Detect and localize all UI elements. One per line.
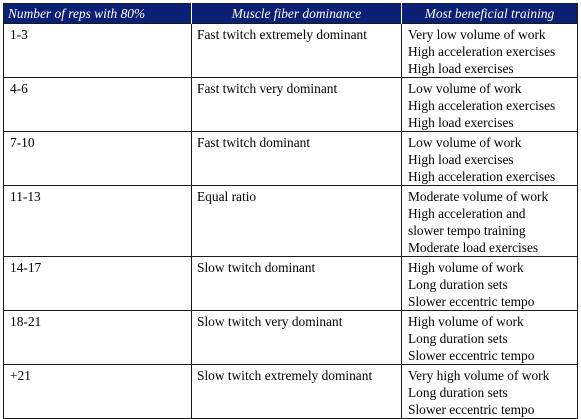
training-line: High acceleration and [408, 206, 526, 221]
training-line: High acceleration exercises [408, 98, 556, 113]
training-line: High acceleration exercises [408, 44, 556, 59]
reps-cell: 1-3 [3, 23, 192, 78]
header-reps: Number of reps with 80% [3, 3, 192, 24]
training-line: High load exercises [408, 115, 514, 130]
table-row: +21 Slow twitch extremely dominant Very … [3, 364, 578, 419]
training-line: slower tempo training [408, 223, 526, 238]
training-line: Very low volume of work [408, 27, 546, 42]
table-row: 11-13 Equal ratio Moderate volume of wor… [3, 185, 578, 257]
table-row: 4-6 Fast twitch very dominant Low volume… [3, 77, 578, 132]
training-line: High load exercises [408, 152, 514, 167]
training-line: Slower eccentric tempo [408, 348, 535, 363]
reps-cell: 14-17 [3, 256, 192, 311]
training-line: Slower eccentric tempo [408, 402, 535, 417]
training-line: High volume of work [408, 260, 524, 275]
dominance-cell: Slow twitch very dominant [191, 310, 402, 365]
training-cell: High volume of work Long duration sets S… [401, 256, 578, 311]
table-row: 7-10 Fast twitch dominant Low volume of … [3, 131, 578, 186]
dominance-cell: Fast twitch dominant [191, 131, 402, 186]
reps-cell: 7-10 [3, 131, 192, 186]
training-line: Long duration sets [408, 385, 508, 400]
reps-cell: 4-6 [3, 77, 192, 132]
training-line: High acceleration exercises [408, 169, 556, 184]
header-dominance: Muscle fiber dominance [191, 3, 402, 24]
reps-cell: +21 [3, 364, 192, 419]
training-line: Long duration sets [408, 277, 508, 292]
table-row: 1-3 Fast twitch extremely dominant Very … [3, 23, 578, 78]
training-table: Number of reps with 80% Muscle fiber dom… [3, 3, 578, 419]
training-line: High volume of work [408, 314, 524, 329]
dominance-cell: Slow twitch extremely dominant [191, 364, 402, 419]
training-cell: Low volume of work High acceleration exe… [401, 77, 578, 132]
dominance-cell: Fast twitch very dominant [191, 77, 402, 132]
training-table-container: Number of reps with 80% Muscle fiber dom… [3, 3, 578, 419]
training-cell: Low volume of work High load exercises H… [401, 131, 578, 186]
training-line: Low volume of work [408, 81, 522, 96]
training-cell: Moderate volume of work High acceleratio… [401, 185, 578, 257]
table-header-row: Number of reps with 80% Muscle fiber dom… [3, 3, 578, 24]
training-cell: Very low volume of work High acceleratio… [401, 23, 578, 78]
table-row: 18-21 Slow twitch very dominant High vol… [3, 310, 578, 365]
header-training: Most beneficial training [401, 3, 578, 24]
reps-cell: 11-13 [3, 185, 192, 257]
training-line: Moderate volume of work [408, 189, 549, 204]
dominance-cell: Equal ratio [191, 185, 402, 257]
dominance-cell: Fast twitch extremely dominant [191, 23, 402, 78]
table-row: 14-17 Slow twitch dominant High volume o… [3, 256, 578, 311]
training-cell: Very high volume of work Long duration s… [401, 364, 578, 419]
training-line: High load exercises [408, 61, 514, 76]
training-line: Low volume of work [408, 135, 522, 150]
training-line: Long duration sets [408, 331, 508, 346]
reps-cell: 18-21 [3, 310, 192, 365]
training-cell: High volume of work Long duration sets S… [401, 310, 578, 365]
dominance-cell: Slow twitch dominant [191, 256, 402, 311]
training-line: Moderate load exercises [408, 240, 539, 255]
training-line: Slower eccentric tempo [408, 294, 535, 309]
training-line: Very high volume of work [408, 368, 550, 383]
